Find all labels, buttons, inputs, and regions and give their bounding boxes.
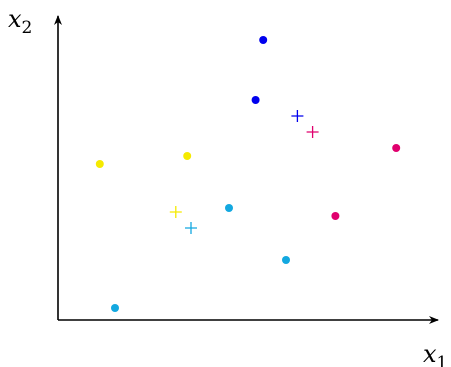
blue-data-point bbox=[259, 36, 268, 44]
blue-data-point bbox=[251, 96, 260, 104]
y-axis-label: x2 bbox=[8, 5, 32, 38]
x-axis-label: x1 bbox=[423, 340, 447, 367]
cyan-data-point bbox=[111, 304, 119, 312]
blue-centroid-marker bbox=[291, 110, 304, 122]
data-marks bbox=[95, 36, 401, 312]
magenta-data-point bbox=[331, 212, 340, 220]
yellow-data-point bbox=[95, 160, 104, 168]
yellow-centroid-marker bbox=[169, 206, 182, 218]
cyan-centroid-marker bbox=[185, 222, 197, 234]
cyan-data-point bbox=[282, 256, 290, 264]
cyan-data-point bbox=[225, 204, 233, 212]
magenta-data-point bbox=[392, 144, 401, 152]
yellow-data-point bbox=[183, 152, 192, 160]
magenta-centroid-marker bbox=[306, 126, 319, 138]
